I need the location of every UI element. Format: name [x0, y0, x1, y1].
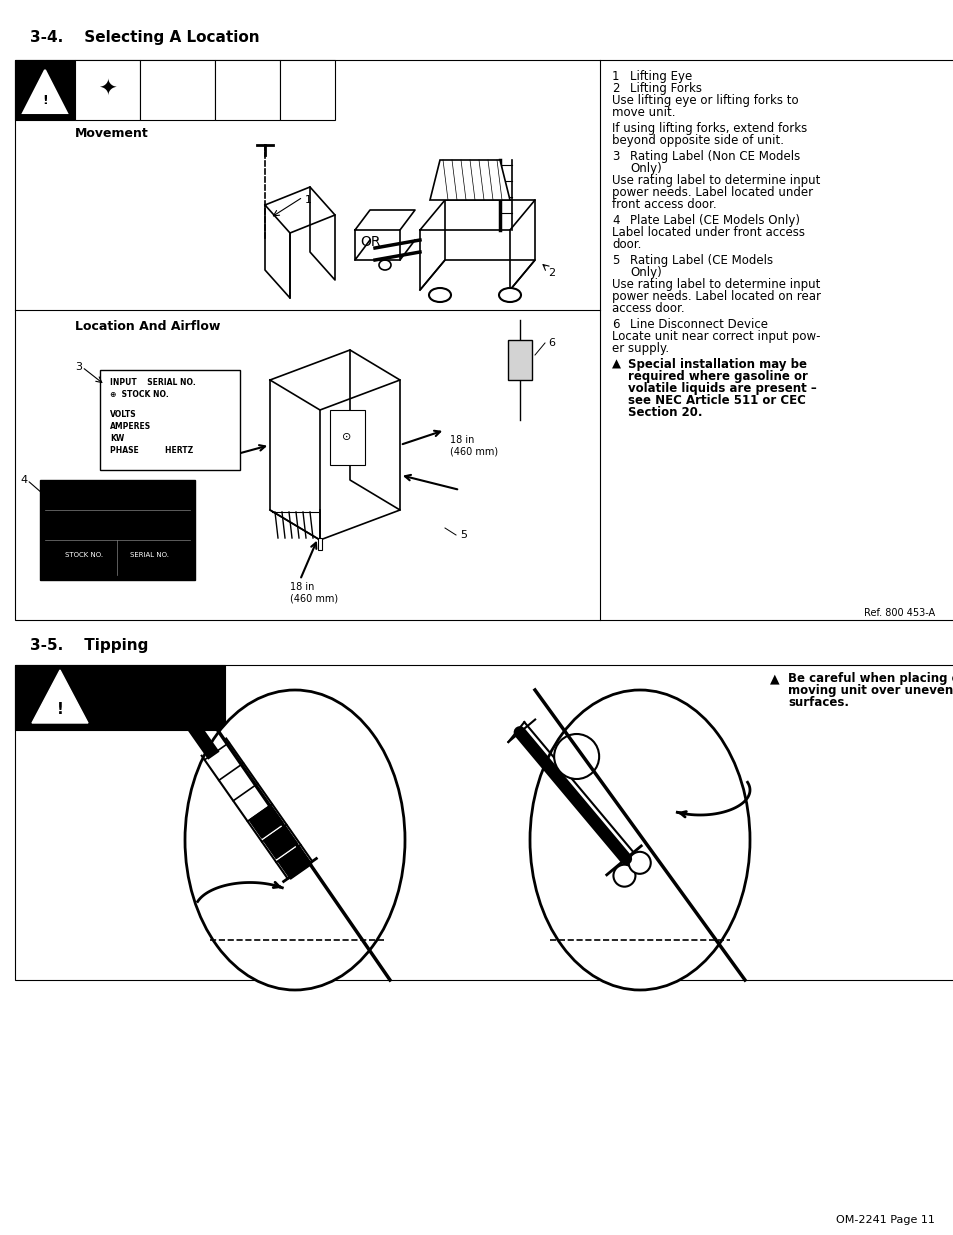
- Text: Line Disconnect Device: Line Disconnect Device: [629, 317, 767, 331]
- Text: 1: 1: [305, 195, 312, 205]
- Text: beyond opposite side of unit.: beyond opposite side of unit.: [612, 135, 783, 147]
- Text: er supply.: er supply.: [612, 342, 668, 354]
- Polygon shape: [430, 161, 510, 200]
- Text: !: !: [42, 94, 48, 107]
- Text: 2: 2: [547, 268, 555, 278]
- Text: move unit.: move unit.: [612, 106, 675, 119]
- Bar: [15, 664, 105, 730]
- Text: STOCK NO.: STOCK NO.: [65, 552, 103, 558]
- Text: VOLTS: VOLTS: [110, 410, 136, 419]
- Text: power needs. Label located on rear: power needs. Label located on rear: [612, 290, 821, 303]
- Text: Only): Only): [629, 266, 661, 279]
- Text: Locate unit near correct input pow-: Locate unit near correct input pow-: [612, 330, 820, 343]
- Text: 2: 2: [612, 82, 618, 95]
- Polygon shape: [263, 826, 297, 858]
- Bar: [280, 61, 335, 120]
- Text: Lifting Eye: Lifting Eye: [629, 70, 692, 83]
- Text: see NEC Article 511 or CEC: see NEC Article 511 or CEC: [627, 394, 805, 408]
- Polygon shape: [249, 805, 283, 839]
- Polygon shape: [277, 846, 312, 879]
- Text: !: !: [56, 701, 63, 718]
- Text: 5: 5: [459, 530, 467, 540]
- Text: ⊕  STOCK NO.: ⊕ STOCK NO.: [110, 390, 169, 399]
- Text: 6: 6: [547, 338, 555, 348]
- Bar: [105, 664, 225, 730]
- Text: 18 in
(460 mm): 18 in (460 mm): [290, 582, 337, 604]
- Text: 3: 3: [612, 149, 618, 163]
- Polygon shape: [32, 671, 88, 722]
- Text: AMPERES: AMPERES: [110, 422, 151, 431]
- Text: PHASE          HERTZ: PHASE HERTZ: [110, 446, 193, 454]
- Text: 1: 1: [612, 70, 618, 83]
- Bar: [100, 370, 240, 471]
- Bar: [214, 61, 280, 120]
- Text: Use lifting eye or lifting forks to: Use lifting eye or lifting forks to: [612, 94, 798, 107]
- Bar: [15, 664, 953, 981]
- Text: Section 20.: Section 20.: [627, 406, 701, 419]
- Ellipse shape: [378, 261, 391, 270]
- Text: Use rating label to determine input: Use rating label to determine input: [612, 278, 820, 291]
- Text: ▲: ▲: [769, 672, 779, 685]
- Bar: [15, 61, 953, 620]
- Ellipse shape: [554, 734, 598, 779]
- Text: SERIAL NO.: SERIAL NO.: [130, 552, 169, 558]
- Polygon shape: [23, 70, 67, 112]
- Text: KW: KW: [110, 433, 124, 443]
- Text: Only): Only): [629, 162, 661, 175]
- Text: Lifting Forks: Lifting Forks: [629, 82, 701, 95]
- Ellipse shape: [530, 690, 749, 990]
- Ellipse shape: [498, 288, 520, 303]
- Text: Use rating label to determine input: Use rating label to determine input: [612, 174, 820, 186]
- Bar: [75, 61, 140, 120]
- Text: ⊙: ⊙: [342, 432, 352, 442]
- Text: surfaces.: surfaces.: [787, 697, 848, 709]
- Text: moving unit over uneven: moving unit over uneven: [787, 684, 952, 697]
- Bar: [330, 410, 365, 466]
- Text: Label located under front access: Label located under front access: [612, 226, 804, 240]
- Text: required where gasoline or: required where gasoline or: [627, 370, 807, 383]
- Text: Plate Label (CE Models Only): Plate Label (CE Models Only): [629, 214, 800, 227]
- Ellipse shape: [628, 852, 650, 874]
- Text: 6: 6: [612, 317, 618, 331]
- Bar: [507, 340, 532, 380]
- Text: 4: 4: [20, 475, 27, 485]
- Text: Ref. 800 453-A: Ref. 800 453-A: [863, 608, 934, 618]
- Text: Movement: Movement: [75, 127, 149, 140]
- Bar: [317, 538, 322, 550]
- Text: front access door.: front access door.: [612, 198, 716, 211]
- Bar: [140, 61, 214, 120]
- Text: 18 in
(460 mm): 18 in (460 mm): [450, 435, 497, 457]
- Text: OM-2241 Page 11: OM-2241 Page 11: [835, 1215, 934, 1225]
- Text: INPUT    SERIAL NO.: INPUT SERIAL NO.: [110, 378, 195, 387]
- Text: If using lifting forks, extend forks: If using lifting forks, extend forks: [612, 122, 806, 135]
- Text: power needs. Label located under: power needs. Label located under: [612, 186, 812, 199]
- Text: 3-4.    Selecting A Location: 3-4. Selecting A Location: [30, 30, 259, 44]
- Text: 3-5.    Tipping: 3-5. Tipping: [30, 638, 149, 653]
- Bar: [40, 480, 194, 580]
- Text: 3: 3: [75, 362, 82, 372]
- Text: ✦: ✦: [97, 80, 116, 100]
- Text: Location And Airflow: Location And Airflow: [75, 320, 220, 333]
- Text: volatile liquids are present –: volatile liquids are present –: [627, 382, 816, 395]
- Ellipse shape: [429, 288, 451, 303]
- Ellipse shape: [613, 864, 635, 887]
- Text: 5: 5: [612, 254, 618, 267]
- Text: door.: door.: [612, 238, 640, 251]
- Text: ▲: ▲: [612, 358, 620, 370]
- Text: Be careful when placing or: Be careful when placing or: [787, 672, 953, 685]
- Ellipse shape: [185, 690, 405, 990]
- Text: 4: 4: [612, 214, 618, 227]
- Text: OR: OR: [359, 235, 380, 249]
- Text: Rating Label (CE Models: Rating Label (CE Models: [629, 254, 772, 267]
- Text: Rating Label (Non CE Models: Rating Label (Non CE Models: [629, 149, 800, 163]
- Text: access door.: access door.: [612, 303, 684, 315]
- Text: Special installation may be: Special installation may be: [627, 358, 806, 370]
- Bar: [15, 61, 75, 120]
